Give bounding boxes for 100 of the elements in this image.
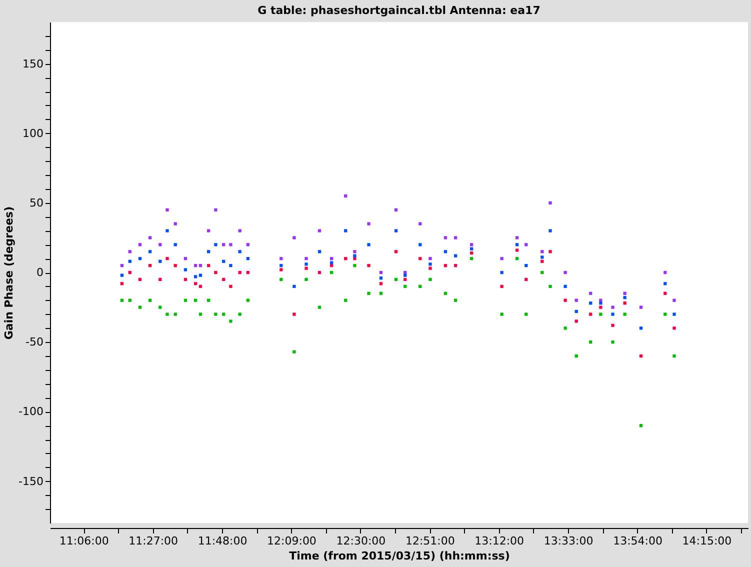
point <box>500 257 504 260</box>
point <box>214 270 218 274</box>
point <box>470 243 474 246</box>
point <box>639 424 643 428</box>
point <box>174 264 177 268</box>
point <box>238 270 242 274</box>
point <box>367 222 370 226</box>
point <box>664 312 667 316</box>
point <box>540 260 544 263</box>
y-tick-label: 0 <box>36 266 44 279</box>
point <box>589 312 592 316</box>
point <box>229 243 232 246</box>
point <box>444 236 448 240</box>
point <box>500 270 504 274</box>
point <box>394 208 398 212</box>
point <box>379 276 383 280</box>
point <box>128 270 132 274</box>
point <box>304 278 308 282</box>
point <box>330 261 334 264</box>
point <box>444 250 448 254</box>
x-tick-label: 14:15:00 <box>682 534 732 548</box>
point <box>222 243 226 246</box>
point <box>394 278 398 282</box>
point <box>222 312 226 316</box>
point <box>639 326 643 330</box>
point <box>379 270 383 274</box>
point <box>623 292 626 295</box>
point <box>304 262 308 266</box>
point <box>246 243 250 246</box>
point <box>564 284 567 288</box>
point <box>672 298 676 302</box>
point <box>198 312 202 316</box>
point <box>664 270 667 274</box>
x-tick-label: 12:30:00 <box>336 534 386 548</box>
point <box>166 229 169 232</box>
point <box>229 264 232 268</box>
point <box>574 354 578 358</box>
point <box>548 284 552 288</box>
point <box>353 250 356 254</box>
point <box>589 302 592 305</box>
point <box>120 274 124 277</box>
point <box>664 282 667 286</box>
point <box>672 312 676 316</box>
point <box>394 229 398 232</box>
point <box>120 282 124 286</box>
y-tick-label: 150 <box>22 57 44 70</box>
point <box>222 260 226 263</box>
point <box>454 298 458 302</box>
point <box>418 284 422 288</box>
point <box>148 236 152 240</box>
point <box>599 312 602 316</box>
point <box>138 257 142 260</box>
point <box>548 250 552 254</box>
point <box>548 201 552 204</box>
y-tick-label: -150 <box>18 474 44 488</box>
point <box>184 268 188 272</box>
point <box>623 312 626 316</box>
point <box>639 306 643 309</box>
point <box>500 312 504 316</box>
point <box>194 264 198 268</box>
point <box>292 284 296 288</box>
point <box>672 326 676 330</box>
point <box>229 284 232 288</box>
point <box>207 250 210 254</box>
point <box>353 264 356 268</box>
point <box>611 306 614 309</box>
point <box>214 312 218 316</box>
point <box>574 298 578 302</box>
point <box>344 298 348 302</box>
y-tick-label: -100 <box>18 405 44 418</box>
point <box>470 257 474 260</box>
point <box>229 320 232 323</box>
x-tick-label: 13:54:00 <box>613 534 662 548</box>
point <box>367 264 370 268</box>
point <box>280 268 283 272</box>
point <box>318 270 322 274</box>
point <box>280 257 283 260</box>
point <box>404 284 407 288</box>
point <box>138 278 142 282</box>
point <box>524 278 528 282</box>
y-tick-label: 50 <box>30 196 44 210</box>
point <box>158 278 162 282</box>
point <box>454 236 458 240</box>
point <box>198 284 202 288</box>
point <box>574 310 578 314</box>
point <box>589 292 592 295</box>
point <box>198 274 202 277</box>
point <box>174 243 177 246</box>
point <box>207 264 210 268</box>
point <box>214 208 218 212</box>
point <box>367 292 370 295</box>
point <box>138 306 142 309</box>
point <box>515 257 519 260</box>
point <box>214 243 218 246</box>
point <box>428 278 432 282</box>
point <box>344 229 348 232</box>
point <box>379 282 383 286</box>
x-tick-label: 11:27:00 <box>128 534 178 548</box>
point <box>454 254 458 258</box>
point <box>515 243 519 246</box>
